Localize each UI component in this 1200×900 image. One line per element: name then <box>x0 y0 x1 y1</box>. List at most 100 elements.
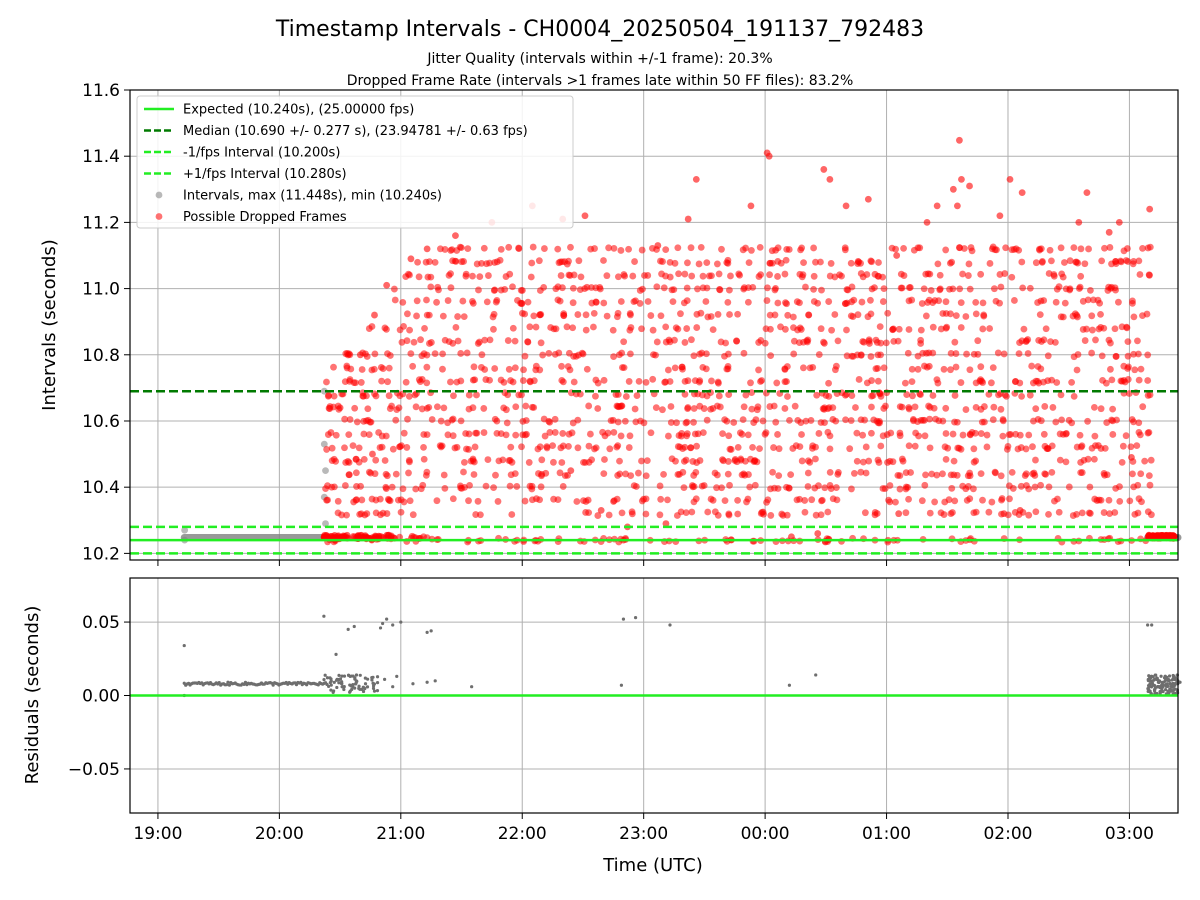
x-axis-label: Time (UTC) <box>602 855 703 876</box>
dropped-frame-point-303 <box>724 470 732 478</box>
residual-outlier-17 <box>362 686 366 690</box>
dropped-frame-point-1776 <box>582 498 590 505</box>
dropped-frame-point-1217 <box>1147 456 1155 464</box>
dropped-frame-point-26 <box>392 470 400 478</box>
dropped-frame-point-1896 <box>991 246 999 254</box>
dropped-frame-point-1142 <box>1040 336 1048 344</box>
residual-point-283 <box>1149 676 1153 680</box>
dropped-frame-point-1219 <box>967 244 975 251</box>
dropped-frame-point-1293 <box>796 324 804 332</box>
residual-outlier-12 <box>429 629 433 633</box>
dropped-frame-point-848 <box>408 532 416 540</box>
dropped-frame-point-1071 <box>1011 297 1018 304</box>
dropped-frame-point-1101 <box>1045 510 1052 518</box>
dropped-frame-point-1584 <box>1043 445 1051 453</box>
dropped-frame-point-1648 <box>734 510 742 518</box>
dropped-frame-point-421 <box>1116 498 1124 505</box>
dropped-frame-point-1259 <box>943 323 951 331</box>
dropped-frame-point-947 <box>733 337 740 345</box>
dropped-frame-outlier-16 <box>820 166 828 173</box>
dropped-frame-point-1472 <box>687 444 695 452</box>
dropped-frame-point-1599 <box>865 337 873 345</box>
dropped-frame-point-1000 <box>892 498 899 506</box>
dropped-frame-point-954 <box>734 496 741 504</box>
dropped-frame-point-1264 <box>636 300 644 307</box>
residual-point-285 <box>1160 688 1164 692</box>
residual-point-104 <box>363 682 368 686</box>
dropped-frame-point-473 <box>521 497 529 505</box>
dropped-frame-point-354 <box>951 392 959 399</box>
dropped-frame-point-1845 <box>515 245 523 252</box>
dropped-frame-point-255 <box>848 283 856 291</box>
dropped-frame-point-999 <box>662 246 670 254</box>
dropped-frame-point-416 <box>345 431 353 439</box>
residual-point-252 <box>1148 689 1152 693</box>
dropped-frame-point-1073 <box>725 510 733 518</box>
dropped-frame-point-1596 <box>831 273 839 281</box>
dropped-frame-point-1515 <box>330 483 338 491</box>
dropped-frame-point-1359 <box>681 339 689 346</box>
dropped-frame-point-827 <box>1036 311 1044 319</box>
dropped-frame-point-1029 <box>931 498 939 506</box>
dropped-frame-point-1240 <box>481 366 489 373</box>
dropped-frame-point-1322 <box>1135 495 1143 503</box>
dropped-frame-point-592 <box>606 445 614 453</box>
dropped-frame-point-1463 <box>424 273 432 281</box>
dropped-frame-point-1571 <box>742 391 750 399</box>
dropped-frame-point-1667 <box>405 456 413 464</box>
residual-outlier-25 <box>470 685 474 689</box>
residual-point-154 <box>337 681 341 685</box>
dropped-frame-point-1136 <box>817 511 825 519</box>
dropped-frame-point-1668 <box>672 324 680 332</box>
dropped-frame-point-131 <box>585 442 593 450</box>
dropped-frame-point-1618 <box>766 259 774 267</box>
dropped-frame-point-1328 <box>357 482 364 490</box>
dropped-frame-point-1398 <box>703 350 710 358</box>
dropped-frame-point-1733 <box>801 508 809 516</box>
dropped-frame-point-1306 <box>853 429 861 437</box>
dropped-frame-point-1388 <box>1111 509 1119 516</box>
dropped-frame-point-1298 <box>741 471 749 479</box>
dropped-frame-point-1288 <box>495 457 503 465</box>
dropped-frame-point-1600 <box>929 392 937 399</box>
dropped-frame-point-1854 <box>1000 350 1008 358</box>
dropped-frame-point-286 <box>767 512 775 519</box>
dropped-frame-outlier-33 <box>1105 228 1113 236</box>
intervals-y-tick-label-6: 11.4 <box>82 147 120 167</box>
dropped-frame-point-833 <box>898 455 906 463</box>
residual-point-164 <box>357 684 361 688</box>
dropped-frame-point-149 <box>867 296 874 304</box>
dropped-frame-point-1245 <box>755 339 763 346</box>
dropped-frame-point-651 <box>620 338 628 346</box>
dropped-frame-point-978 <box>742 244 750 252</box>
dropped-frame-point-1687 <box>1030 469 1038 477</box>
dropped-frame-point-138 <box>1057 244 1065 252</box>
dropped-frame-point-922 <box>998 495 1006 502</box>
dropped-frame-point-1750 <box>1022 470 1030 478</box>
dropped-frame-point-1313 <box>1098 352 1106 360</box>
dropped-frame-outlier-35 <box>1146 205 1154 213</box>
dropped-frame-point-937 <box>453 378 461 386</box>
dropped-frame-point-1637 <box>829 495 837 503</box>
dropped-frame-point-1052 <box>382 470 390 478</box>
dropped-frame-point-731 <box>703 259 711 267</box>
dropped-frame-point-1775 <box>500 378 508 386</box>
residual-outlier-3 <box>334 652 338 656</box>
dropped-frame-point-743 <box>590 309 598 317</box>
dropped-frame-point-409 <box>687 244 695 252</box>
dropped-frame-point-377 <box>428 416 436 423</box>
dropped-frame-point-801 <box>865 457 873 465</box>
dropped-frame-point-93 <box>1078 509 1086 517</box>
dropped-frame-point-532 <box>1073 366 1081 374</box>
dropped-frame-point-1524 <box>541 245 548 252</box>
dropped-frame-point-638 <box>1001 391 1009 399</box>
dropped-frame-point-1062 <box>841 300 849 308</box>
dropped-frame-point-1509 <box>740 349 748 357</box>
residual-outlier-20 <box>391 685 395 689</box>
dropped-frame-point-1706 <box>643 457 651 465</box>
dropped-frame-point-749 <box>919 416 927 424</box>
intervals-y-tick-label-3: 10.8 <box>82 346 120 366</box>
dropped-frame-point-207 <box>481 336 489 344</box>
dropped-frame-point-132 <box>470 363 478 371</box>
dropped-frame-point-1249 <box>664 432 672 440</box>
